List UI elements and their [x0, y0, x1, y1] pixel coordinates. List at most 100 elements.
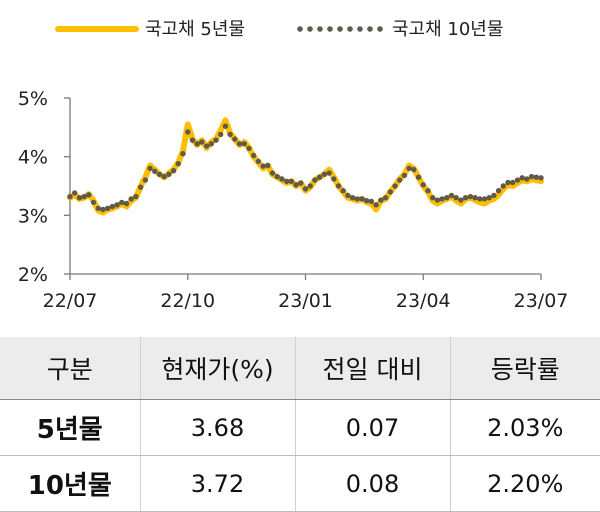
legend-label-5y: 국고채 5년물 [145, 19, 245, 40]
data-point [434, 197, 441, 203]
data-point [345, 192, 351, 199]
data-point [90, 199, 97, 206]
cell-current-price: 3.72 [139, 455, 295, 512]
data-point [462, 195, 469, 201]
data-point [401, 172, 408, 179]
data-point [166, 171, 172, 177]
data-point [425, 188, 431, 194]
header-change-rate: 등락률 [449, 337, 600, 400]
x-tick-label: 22/07 [43, 290, 98, 312]
y-ticks: 2% 3% 4% 5% [18, 88, 70, 286]
cell-change: 0.08 [294, 455, 450, 512]
yield-summary-table: 구분 현재가(%) 전일 대비 등락률 5년물 3.68 0.07 2.03% … [0, 337, 600, 512]
data-point [72, 190, 78, 196]
data-point [430, 195, 436, 201]
data-point [114, 202, 120, 208]
data-point [232, 136, 238, 142]
data-point [213, 137, 219, 143]
legend-dot [297, 26, 303, 32]
bond-yield-chart: 국고채 5년물 국고채 10년물 2% 3% 4% 5% 22/07 22/10 23/0… [18, 19, 569, 312]
data-point [161, 173, 167, 180]
data-point [340, 188, 346, 194]
data-point [194, 141, 200, 147]
data-point [331, 176, 337, 182]
legend-dot [337, 26, 343, 32]
data-point [293, 182, 299, 188]
x-tick-label: 23/01 [278, 290, 333, 312]
series-dots-10y [67, 123, 544, 213]
data-point [260, 163, 266, 169]
data-point [100, 206, 106, 213]
x-tick-label: 22/10 [160, 290, 215, 312]
data-point [81, 193, 87, 200]
data-point [227, 131, 233, 138]
data-point [453, 195, 459, 201]
data-point [269, 170, 276, 176]
data-point [411, 166, 417, 173]
data-point [420, 182, 426, 188]
cell-change: 0.07 [294, 399, 450, 456]
data-point [175, 161, 181, 167]
data-point [67, 193, 73, 200]
legend-dot [377, 26, 383, 32]
data-point [486, 195, 492, 201]
data-point [302, 186, 309, 192]
cell-change-rate: 2.20% [449, 455, 600, 512]
data-point [500, 183, 506, 189]
legend-dot [357, 26, 363, 32]
data-point [467, 193, 474, 200]
data-point [382, 195, 389, 201]
legend-label-10y: 국고채 10년물 [392, 19, 503, 40]
data-point [279, 176, 285, 182]
data-point [335, 183, 342, 189]
data-point [392, 183, 398, 189]
data-point [208, 141, 214, 147]
data-point [147, 165, 153, 172]
data-point [528, 173, 535, 180]
data-point [142, 177, 149, 183]
data-point [274, 173, 280, 180]
data-point [128, 196, 134, 202]
legend-dot [317, 26, 323, 32]
data-point [514, 177, 521, 183]
x-tick-label: 23/04 [396, 290, 451, 312]
data-point [95, 205, 102, 211]
data-point [255, 158, 262, 165]
header-category: 구분 [0, 337, 140, 400]
data-point [284, 178, 290, 184]
data-point [241, 141, 247, 147]
data-point [265, 162, 271, 169]
data-point [538, 175, 544, 181]
data-point [218, 131, 224, 138]
data-point [152, 168, 158, 174]
row-label: 10년물 [0, 455, 140, 512]
data-point [251, 152, 257, 159]
data-point [236, 141, 243, 147]
data-point [524, 176, 530, 182]
data-point [203, 143, 210, 149]
table-header-row: 구분 현재가(%) 전일 대비 등락률 [0, 337, 600, 400]
y-tick-label: 5% [18, 88, 48, 110]
y-tick-label: 4% [18, 147, 48, 169]
y-tick-label: 2% [18, 264, 48, 286]
legend-dot [347, 26, 353, 32]
data-point [109, 203, 116, 210]
table-row: 10년물 3.72 0.08 2.20% [0, 455, 600, 512]
cell-change-rate: 2.03% [449, 399, 600, 456]
data-point [444, 195, 450, 201]
data-point [326, 170, 332, 176]
data-point [222, 123, 229, 129]
series-layer [67, 117, 544, 216]
data-point [119, 199, 125, 206]
data-point [406, 165, 412, 172]
data-point [185, 129, 191, 135]
data-point [123, 200, 130, 207]
data-point [519, 175, 525, 181]
row-label: 5년물 [0, 399, 140, 456]
data-point [373, 202, 379, 208]
data-point [76, 195, 83, 201]
data-point [481, 196, 488, 202]
data-point [378, 197, 384, 203]
cell-current-price: 3.68 [139, 399, 295, 456]
data-point [533, 174, 539, 180]
